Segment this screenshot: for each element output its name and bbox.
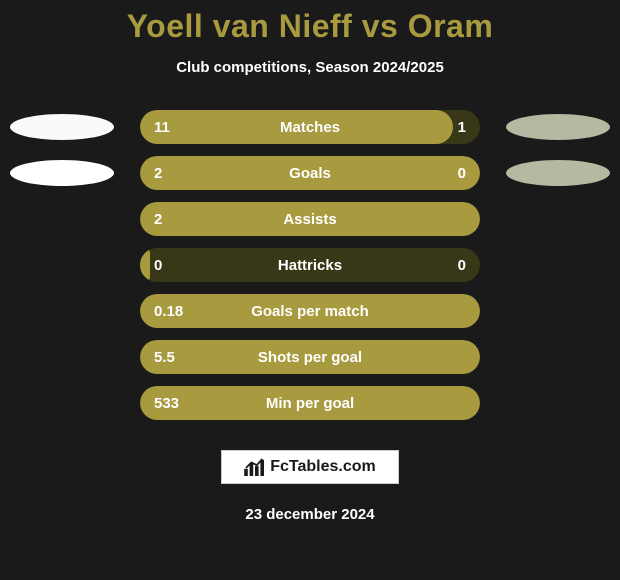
stat-bar: 5.5Shots per goal bbox=[140, 340, 480, 374]
stat-bar: 0.18Goals per match bbox=[140, 294, 480, 328]
source-badge: FcTables.com bbox=[221, 450, 399, 484]
vs-text: vs bbox=[352, 8, 407, 44]
stat-label: Assists bbox=[140, 211, 480, 228]
stat-row: 11Matches1 bbox=[0, 110, 620, 144]
player2-team-ellipse bbox=[506, 160, 610, 186]
stat-bar: 2Assists bbox=[140, 202, 480, 236]
player2-team-ellipse bbox=[506, 114, 610, 140]
stat-label: Goals bbox=[140, 165, 480, 182]
player1-team-ellipse bbox=[10, 160, 114, 186]
stat-value-right: 1 bbox=[458, 119, 466, 136]
subtitle: Club competitions, Season 2024/2025 bbox=[176, 59, 444, 76]
stat-row: 5.5Shots per goal bbox=[0, 340, 620, 374]
stat-label: Min per goal bbox=[140, 395, 480, 412]
chart-icon bbox=[244, 458, 266, 476]
stat-bar: 2Goals0 bbox=[140, 156, 480, 190]
stat-row: 2Goals0 bbox=[0, 156, 620, 190]
stat-row: 533Min per goal bbox=[0, 386, 620, 420]
stat-value-right: 0 bbox=[458, 257, 466, 274]
source-text: FcTables.com bbox=[270, 458, 376, 476]
stat-value-right: 0 bbox=[458, 165, 466, 182]
stat-label: Shots per goal bbox=[140, 349, 480, 366]
stat-row: 0Hattricks0 bbox=[0, 248, 620, 282]
stat-label: Matches bbox=[140, 119, 480, 136]
page-title: Yoell van Nieff vs Oram bbox=[127, 8, 494, 45]
stat-bar: 11Matches1 bbox=[140, 110, 480, 144]
date-text: 23 december 2024 bbox=[245, 506, 374, 523]
stat-row: 0.18Goals per match bbox=[0, 294, 620, 328]
stat-label: Hattricks bbox=[140, 257, 480, 274]
stat-bar: 533Min per goal bbox=[140, 386, 480, 420]
stat-bar: 0Hattricks0 bbox=[140, 248, 480, 282]
player1-team-ellipse bbox=[10, 114, 114, 140]
player2-name: Oram bbox=[408, 8, 494, 44]
stat-label: Goals per match bbox=[140, 303, 480, 320]
player1-name: Yoell van Nieff bbox=[127, 8, 353, 44]
stat-row: 2Assists bbox=[0, 202, 620, 236]
